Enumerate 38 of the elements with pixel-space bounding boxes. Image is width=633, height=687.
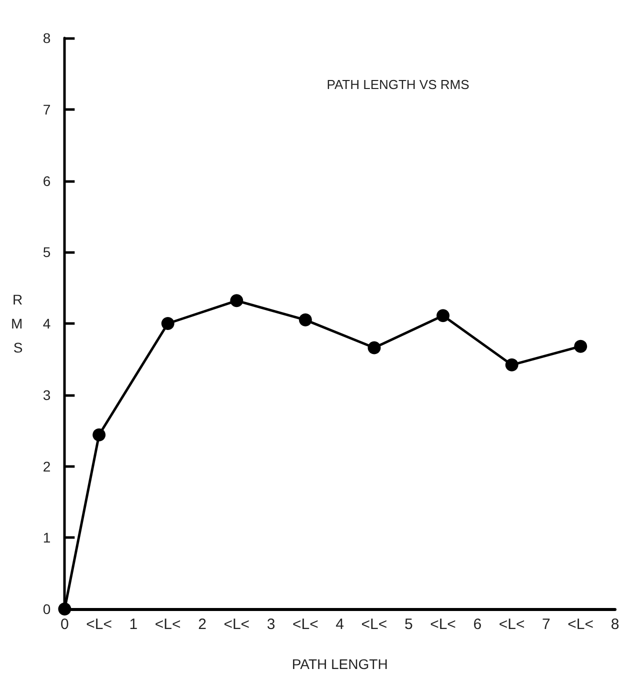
y-tick-label: 8 bbox=[42, 30, 51, 46]
y-tick-label: 0 bbox=[42, 601, 51, 617]
point bbox=[92, 428, 106, 442]
y-axis-title: RMS bbox=[10, 292, 23, 356]
point bbox=[368, 341, 381, 354]
x-tick-label: 7 bbox=[542, 616, 550, 633]
x-tick-label: 8 bbox=[610, 616, 620, 633]
x-tick-label: <L< bbox=[292, 616, 319, 633]
y-tick-label: 3 bbox=[42, 386, 51, 403]
y-tick-label: 1 bbox=[42, 530, 51, 546]
y-tick-label: 5 bbox=[42, 244, 51, 260]
x-tick-label: <L< bbox=[86, 616, 112, 633]
x-tick-label: 3 bbox=[266, 616, 276, 633]
point bbox=[161, 317, 174, 330]
y-tick-label: 7 bbox=[42, 101, 51, 118]
point bbox=[574, 340, 588, 353]
x-tick-label: 4 bbox=[336, 616, 344, 633]
x-tick-label: <L< bbox=[361, 616, 388, 633]
x-tick-label: <L< bbox=[430, 616, 456, 633]
x-tick-label: 1 bbox=[129, 616, 138, 633]
x-tick-label: 6 bbox=[473, 616, 482, 633]
point bbox=[230, 294, 244, 308]
y-tick-label: 2 bbox=[42, 458, 51, 474]
x-tick-label: <L< bbox=[498, 616, 525, 633]
point bbox=[298, 313, 312, 326]
y-tick-label: 4 bbox=[42, 316, 51, 332]
y-tick-label: 6 bbox=[42, 172, 51, 189]
x-tick-label: 2 bbox=[198, 616, 206, 633]
x-tick-label: 5 bbox=[404, 616, 413, 633]
x-tick-label: <L< bbox=[154, 616, 182, 633]
x-tick-label: 0 bbox=[60, 616, 69, 633]
point bbox=[505, 358, 518, 372]
x-tick-label: <L< bbox=[224, 616, 250, 633]
point bbox=[436, 309, 450, 322]
text: PATH LENGTH VS RMS bbox=[326, 77, 470, 92]
x-tick-label: <L< bbox=[568, 616, 594, 633]
point bbox=[58, 602, 72, 616]
x-axis-title: PATH LENGTH bbox=[292, 656, 388, 672]
